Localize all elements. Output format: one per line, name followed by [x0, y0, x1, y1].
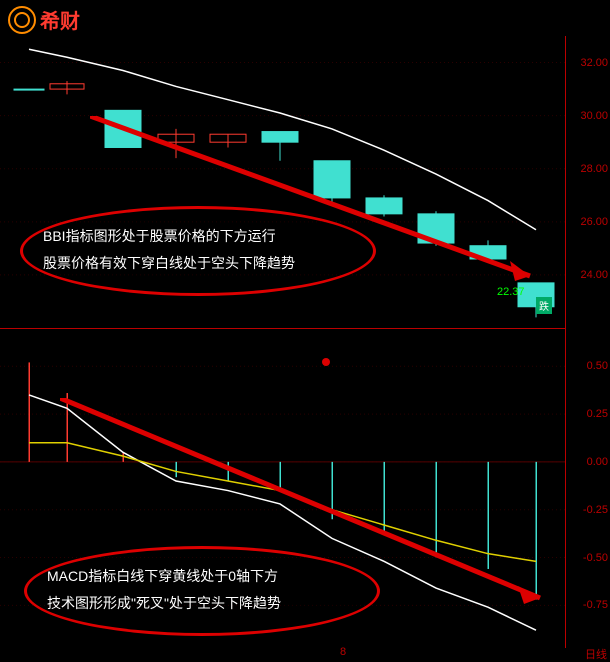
y-tick-label: -0.50 — [583, 552, 608, 564]
y-tick-label: 0.25 — [587, 408, 608, 420]
y-tick-label: 30.00 — [580, 110, 608, 122]
y-tick-label: 26.00 — [580, 216, 608, 228]
x-axis: 8 日线 — [0, 646, 610, 660]
logo: 希财 — [8, 5, 80, 34]
macd-annotation-line2: 技术图形形成"死叉"处于空头下降趋势 — [47, 590, 357, 617]
y-tick-label: 0.00 — [587, 456, 608, 468]
bbi-annotation-line2: 股票价格有效下穿白线处于空头下降趋势 — [43, 250, 353, 277]
lower-y-axis: -0.75 -0.50 -0.25 0.00 0.25 0.50 — [565, 328, 610, 648]
bbi-annotation: BBI指标图形处于股票价格的下方运行 股票价格有效下穿白线处于空头下降趋势 — [20, 206, 376, 296]
y-tick-label: 0.50 — [587, 360, 608, 372]
upper-y-axis: 24.00 26.00 28.00 30.00 32.00 — [565, 36, 610, 328]
macd-chart: MACD指标白线下穿黄线处于0轴下方 技术图形形成"死叉"处于空头下降趋势 — [0, 328, 566, 648]
drop-tag: 跌 — [536, 297, 552, 314]
macd-annotation-line1: MACD指标白线下穿黄线处于0轴下方 — [47, 563, 357, 590]
red-dot-marker — [322, 358, 330, 366]
y-tick-label: -0.25 — [583, 504, 608, 516]
x-tick-label: 8 — [340, 646, 346, 658]
logo-text: 希财 — [40, 5, 80, 34]
candlestick-chart: BBI指标图形处于股票价格的下方运行 股票价格有效下穿白线处于空头下降趋势 22… — [0, 36, 566, 329]
y-tick-label: 32.00 — [580, 57, 608, 69]
macd-annotation: MACD指标白线下穿黄线处于0轴下方 技术图形形成"死叉"处于空头下降趋势 — [24, 546, 380, 636]
x-tick-label: 日线 — [585, 646, 607, 662]
bbi-annotation-line1: BBI指标图形处于股票价格的下方运行 — [43, 223, 353, 250]
y-tick-label: -0.75 — [583, 599, 608, 611]
y-tick-label: 28.00 — [580, 163, 608, 175]
logo-icon — [8, 6, 36, 34]
y-tick-label: 24.00 — [580, 269, 608, 281]
